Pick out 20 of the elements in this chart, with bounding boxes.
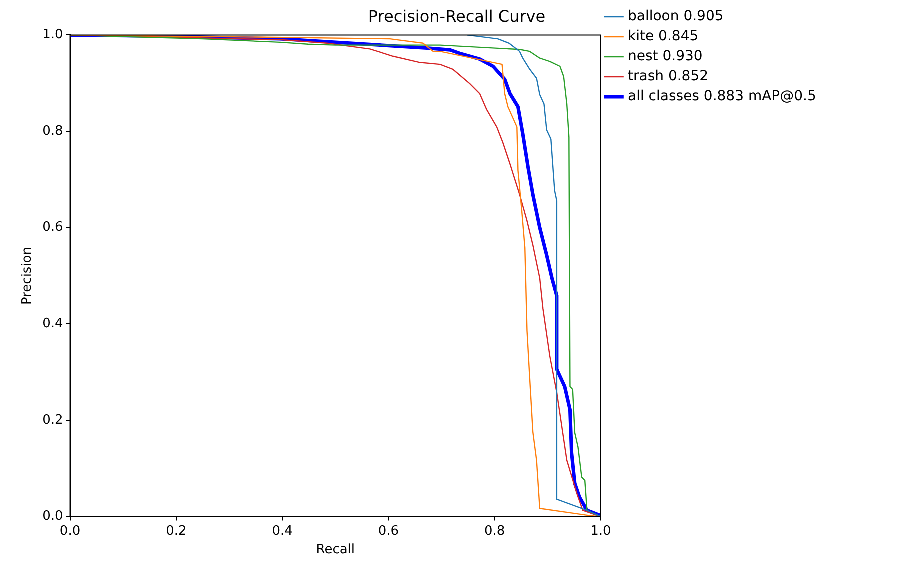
x-tick-label: 0.4 [272, 524, 293, 539]
y-axis-title: Precision [20, 246, 36, 306]
y-tick-label: 0.0 [42, 509, 64, 524]
y-tick-label: 0.2 [42, 412, 64, 428]
legend-label: balloon 0.905 [628, 8, 724, 25]
legend-label: trash 0.852 [628, 68, 709, 85]
chart-title: Precision-Recall Curve [368, 6, 546, 26]
y-tick-label: 0.8 [42, 124, 64, 139]
y-tick-label: 0.6 [42, 220, 64, 236]
legend-label: kite 0.845 [628, 28, 699, 45]
x-tick-label: 0.8 [484, 524, 506, 539]
y-tick-label: 1.0 [42, 28, 64, 43]
x-tick-label: 0.2 [166, 524, 187, 539]
x-tick-label: 0.6 [378, 524, 400, 539]
x-tick-label: 0.0 [60, 524, 81, 539]
x-axis-title: Recall [316, 542, 356, 558]
x-tick-label: 1.0 [590, 524, 612, 539]
legend-label: nest 0.930 [628, 48, 703, 65]
legend-label: all classes 0.883 mAP@0.5 [628, 88, 816, 105]
y-tick-label: 0.4 [42, 316, 64, 332]
